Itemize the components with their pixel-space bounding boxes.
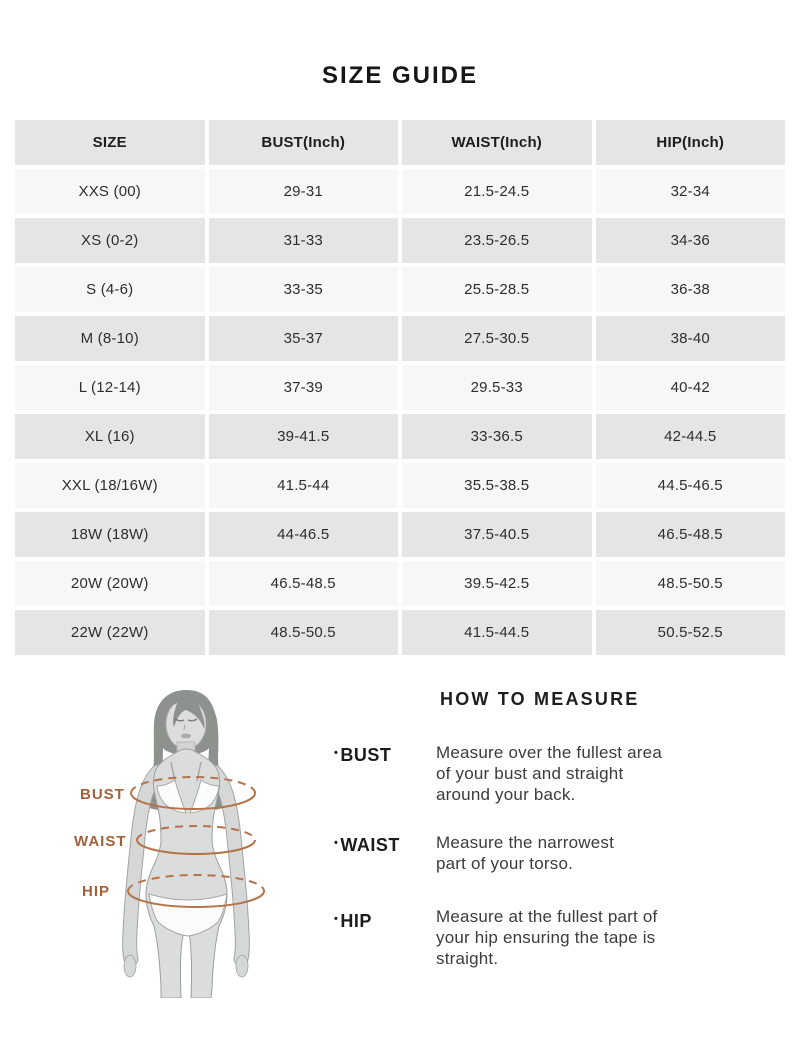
cell-size: XXL (18/16W) bbox=[15, 463, 205, 508]
cell-bust: 41.5-44 bbox=[208, 463, 398, 508]
cell-hip: 50.5-52.5 bbox=[595, 610, 785, 655]
bra-right-cup bbox=[189, 779, 220, 814]
cell-hip: 38-40 bbox=[595, 316, 785, 361]
bust-tape-front bbox=[130, 792, 256, 810]
figure-hip-label: HIP bbox=[82, 883, 110, 900]
table-row: 22W (22W) 48.5-50.5 41.5-44.5 50.5-52.5 bbox=[15, 610, 785, 655]
cell-waist: 23.5-26.5 bbox=[402, 218, 592, 263]
figure-waist-label: WAIST bbox=[74, 833, 127, 850]
table-row: L (12-14) 37-39 29.5-33 40-42 bbox=[15, 365, 785, 410]
bra-left-cup bbox=[156, 779, 187, 814]
hair-fringe bbox=[161, 697, 211, 729]
cell-waist: 27.5-30.5 bbox=[402, 316, 592, 361]
cell-size: XS (0-2) bbox=[15, 218, 205, 263]
nose bbox=[183, 724, 186, 731]
how-to-measure-heading: HOW TO MEASURE bbox=[440, 689, 640, 709]
bullet-icon: • bbox=[334, 837, 339, 849]
table-header-row: SIZE BUST(Inch) WAIST(Inch) HIP(Inch) bbox=[15, 120, 785, 165]
measure-label-hip: • HIP bbox=[334, 911, 372, 932]
right-hand bbox=[235, 954, 249, 978]
cell-waist: 35.5-38.5 bbox=[402, 463, 592, 508]
table-row: XL (16) 39-41.5 33-36.5 42-44.5 bbox=[15, 414, 785, 459]
cell-hip: 32-34 bbox=[595, 169, 785, 214]
waist-tape-front bbox=[136, 839, 256, 855]
cell-hip: 48.5-50.5 bbox=[595, 561, 785, 606]
left-arm-fill bbox=[123, 765, 165, 966]
col-header-waist: WAIST(Inch) bbox=[402, 120, 592, 165]
cell-waist: 37.5-40.5 bbox=[402, 512, 592, 557]
table-row: XXL (18/16W) 41.5-44 35.5-38.5 44.5-46.5 bbox=[15, 463, 785, 508]
col-header-bust: BUST(Inch) bbox=[208, 120, 398, 165]
cell-waist: 21.5-24.5 bbox=[402, 169, 592, 214]
cell-bust: 35-37 bbox=[208, 316, 398, 361]
measure-label-bust: • BUST bbox=[334, 745, 391, 766]
cell-bust: 46.5-48.5 bbox=[208, 561, 398, 606]
right-arm-fill bbox=[207, 765, 249, 966]
figure-bust-label: BUST bbox=[80, 786, 125, 803]
cell-hip: 36-38 bbox=[595, 267, 785, 312]
torso bbox=[145, 748, 228, 998]
table-row: 20W (20W) 46.5-48.5 39.5-42.5 48.5-50.5 bbox=[15, 561, 785, 606]
cell-hip: 46.5-48.5 bbox=[595, 512, 785, 557]
cell-hip: 42-44.5 bbox=[595, 414, 785, 459]
measure-instruction-hip: Measure at the fullest part of your hip … bbox=[436, 907, 658, 968]
cell-hip: 34-36 bbox=[595, 218, 785, 263]
cell-waist: 25.5-28.5 bbox=[402, 267, 592, 312]
cell-size: 20W (20W) bbox=[15, 561, 205, 606]
cell-size: L (12-14) bbox=[15, 365, 205, 410]
measure-label-text: BUST bbox=[340, 745, 392, 765]
size-table: SIZE BUST(Inch) WAIST(Inch) HIP(Inch) XX… bbox=[11, 116, 789, 659]
panties bbox=[148, 893, 228, 937]
measure-label-text: HIP bbox=[340, 911, 372, 931]
bullet-icon: • bbox=[334, 747, 339, 759]
cell-hip: 40-42 bbox=[595, 365, 785, 410]
bullet-icon: • bbox=[334, 913, 339, 925]
col-header-hip: HIP(Inch) bbox=[595, 120, 785, 165]
cell-bust: 29-31 bbox=[208, 169, 398, 214]
cell-bust: 33-35 bbox=[208, 267, 398, 312]
measure-label-text: WAIST bbox=[340, 835, 400, 855]
cell-bust: 37-39 bbox=[208, 365, 398, 410]
waist-tape-back bbox=[136, 825, 256, 841]
hip-tape-back bbox=[127, 874, 265, 892]
cell-size: XXS (00) bbox=[15, 169, 205, 214]
hip-tape-front bbox=[127, 890, 265, 908]
table-row: 18W (18W) 44-46.5 37.5-40.5 46.5-48.5 bbox=[15, 512, 785, 557]
mouth bbox=[181, 733, 191, 739]
cell-waist: 29.5-33 bbox=[402, 365, 592, 410]
cell-waist: 41.5-44.5 bbox=[402, 610, 592, 655]
cell-waist: 33-36.5 bbox=[402, 414, 592, 459]
eyes bbox=[174, 718, 198, 722]
measure-label-waist: • WAIST bbox=[334, 835, 400, 856]
cell-hip: 44.5-46.5 bbox=[595, 463, 785, 508]
measure-instruction-bust: Measure over the fullest area of your bu… bbox=[436, 743, 662, 804]
table-row: XS (0-2) 31-33 23.5-26.5 34-36 bbox=[15, 218, 785, 263]
cell-size: S (4-6) bbox=[15, 267, 205, 312]
table-row: XXS (00) 29-31 21.5-24.5 32-34 bbox=[15, 169, 785, 214]
col-header-size: SIZE bbox=[15, 120, 205, 165]
page-title: SIZE GUIDE bbox=[321, 62, 479, 89]
measure-instruction-waist: Measure the narrowest part of your torso… bbox=[436, 833, 615, 873]
cell-waist: 39.5-42.5 bbox=[402, 561, 592, 606]
body-measurement-illustration: BUST WAIST HIP bbox=[74, 690, 265, 998]
cell-size: 18W (18W) bbox=[15, 512, 205, 557]
cell-size: 22W (22W) bbox=[15, 610, 205, 655]
table-row: M (8-10) 35-37 27.5-30.5 38-40 bbox=[15, 316, 785, 361]
cell-size: M (8-10) bbox=[15, 316, 205, 361]
cell-bust: 48.5-50.5 bbox=[208, 610, 398, 655]
table-row: S (4-6) 33-35 25.5-28.5 36-38 bbox=[15, 267, 785, 312]
cell-bust: 39-41.5 bbox=[208, 414, 398, 459]
left-hand bbox=[123, 954, 137, 978]
cell-bust: 31-33 bbox=[208, 218, 398, 263]
cell-bust: 44-46.5 bbox=[208, 512, 398, 557]
cell-size: XL (16) bbox=[15, 414, 205, 459]
how-to-measure-section: BUST WAIST HIP HOW TO MEASURE • BUST Meas… bbox=[0, 659, 800, 1000]
